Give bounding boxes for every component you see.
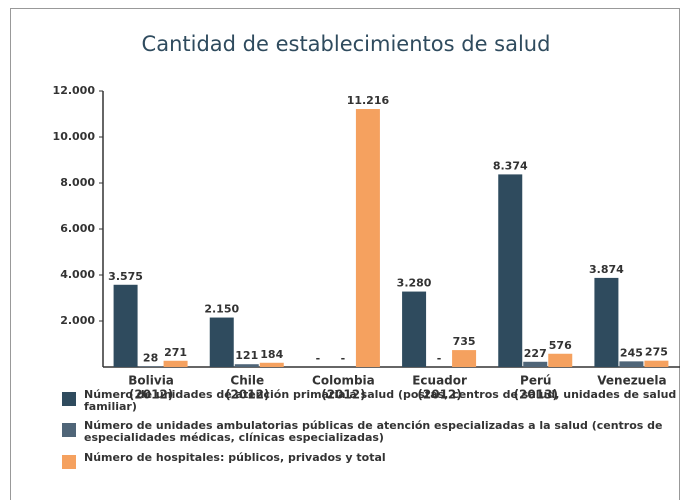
y-tick-label: 10.000 (53, 130, 96, 143)
data-label: 271 (164, 346, 187, 359)
bar (548, 353, 573, 367)
data-label: 184 (260, 348, 283, 361)
bar (452, 350, 477, 367)
legend-label: Número de hospitales: públicos, privados… (84, 451, 386, 464)
bar (594, 277, 619, 367)
x-tick-label: Chile (230, 374, 264, 388)
legend-label: Número de unidades ambulatorias públicas… (84, 419, 663, 444)
data-label: 576 (549, 339, 572, 352)
data-label: 11.216 (347, 94, 390, 107)
data-label: 3.874 (589, 263, 624, 276)
data-label: - (437, 352, 442, 365)
bar (355, 109, 380, 368)
bar (498, 174, 523, 367)
x-tick-label: (2012) (129, 388, 173, 402)
legend-swatch (62, 392, 76, 406)
data-label: 245 (620, 346, 643, 359)
data-label: 735 (453, 335, 476, 348)
data-label: 275 (645, 346, 668, 359)
data-label: - (316, 352, 321, 365)
y-tick-label: 4.000 (60, 268, 95, 281)
x-tick-label: Colombia (312, 374, 375, 388)
bar (113, 284, 138, 367)
bar (523, 361, 548, 367)
bar (234, 364, 259, 367)
bar (209, 317, 234, 367)
bar (619, 361, 644, 367)
data-label: 2.150 (204, 303, 239, 316)
data-label: 3.280 (397, 277, 432, 290)
frame (10, 8, 680, 500)
legend-label: Número de unidades de atención primaria … (84, 388, 677, 413)
x-tick-label: (2012) (321, 388, 365, 402)
x-tick-label: Bolivia (128, 374, 174, 388)
data-label: 227 (524, 347, 547, 360)
chart-title: Cantidad de establecimientos de salud (142, 32, 551, 56)
legend-swatch (62, 423, 76, 437)
bar (402, 291, 427, 367)
x-tick-label: Ecuador (412, 374, 467, 388)
data-label: 8.374 (493, 159, 528, 172)
x-tick-label: Venezuela (597, 374, 666, 388)
y-tick-label: 2.000 (60, 314, 95, 327)
y-tick-label: 6.000 (60, 222, 95, 235)
bar (259, 362, 284, 367)
data-label: 121 (235, 349, 258, 362)
y-tick-label: 8.000 (60, 176, 95, 189)
legend-swatch (62, 455, 76, 469)
data-label: 3.575 (108, 270, 143, 283)
x-tick-label: (2012) (417, 388, 461, 402)
x-tick-label: (2013) (514, 388, 558, 402)
data-label: - (341, 352, 346, 365)
bar (644, 360, 669, 367)
y-tick-label: 12.000 (53, 84, 96, 97)
x-tick-label: Perú (520, 374, 551, 388)
data-label: 28 (143, 351, 158, 364)
bar (138, 366, 163, 367)
bar (163, 360, 188, 367)
x-tick-label: (2012) (225, 388, 269, 402)
